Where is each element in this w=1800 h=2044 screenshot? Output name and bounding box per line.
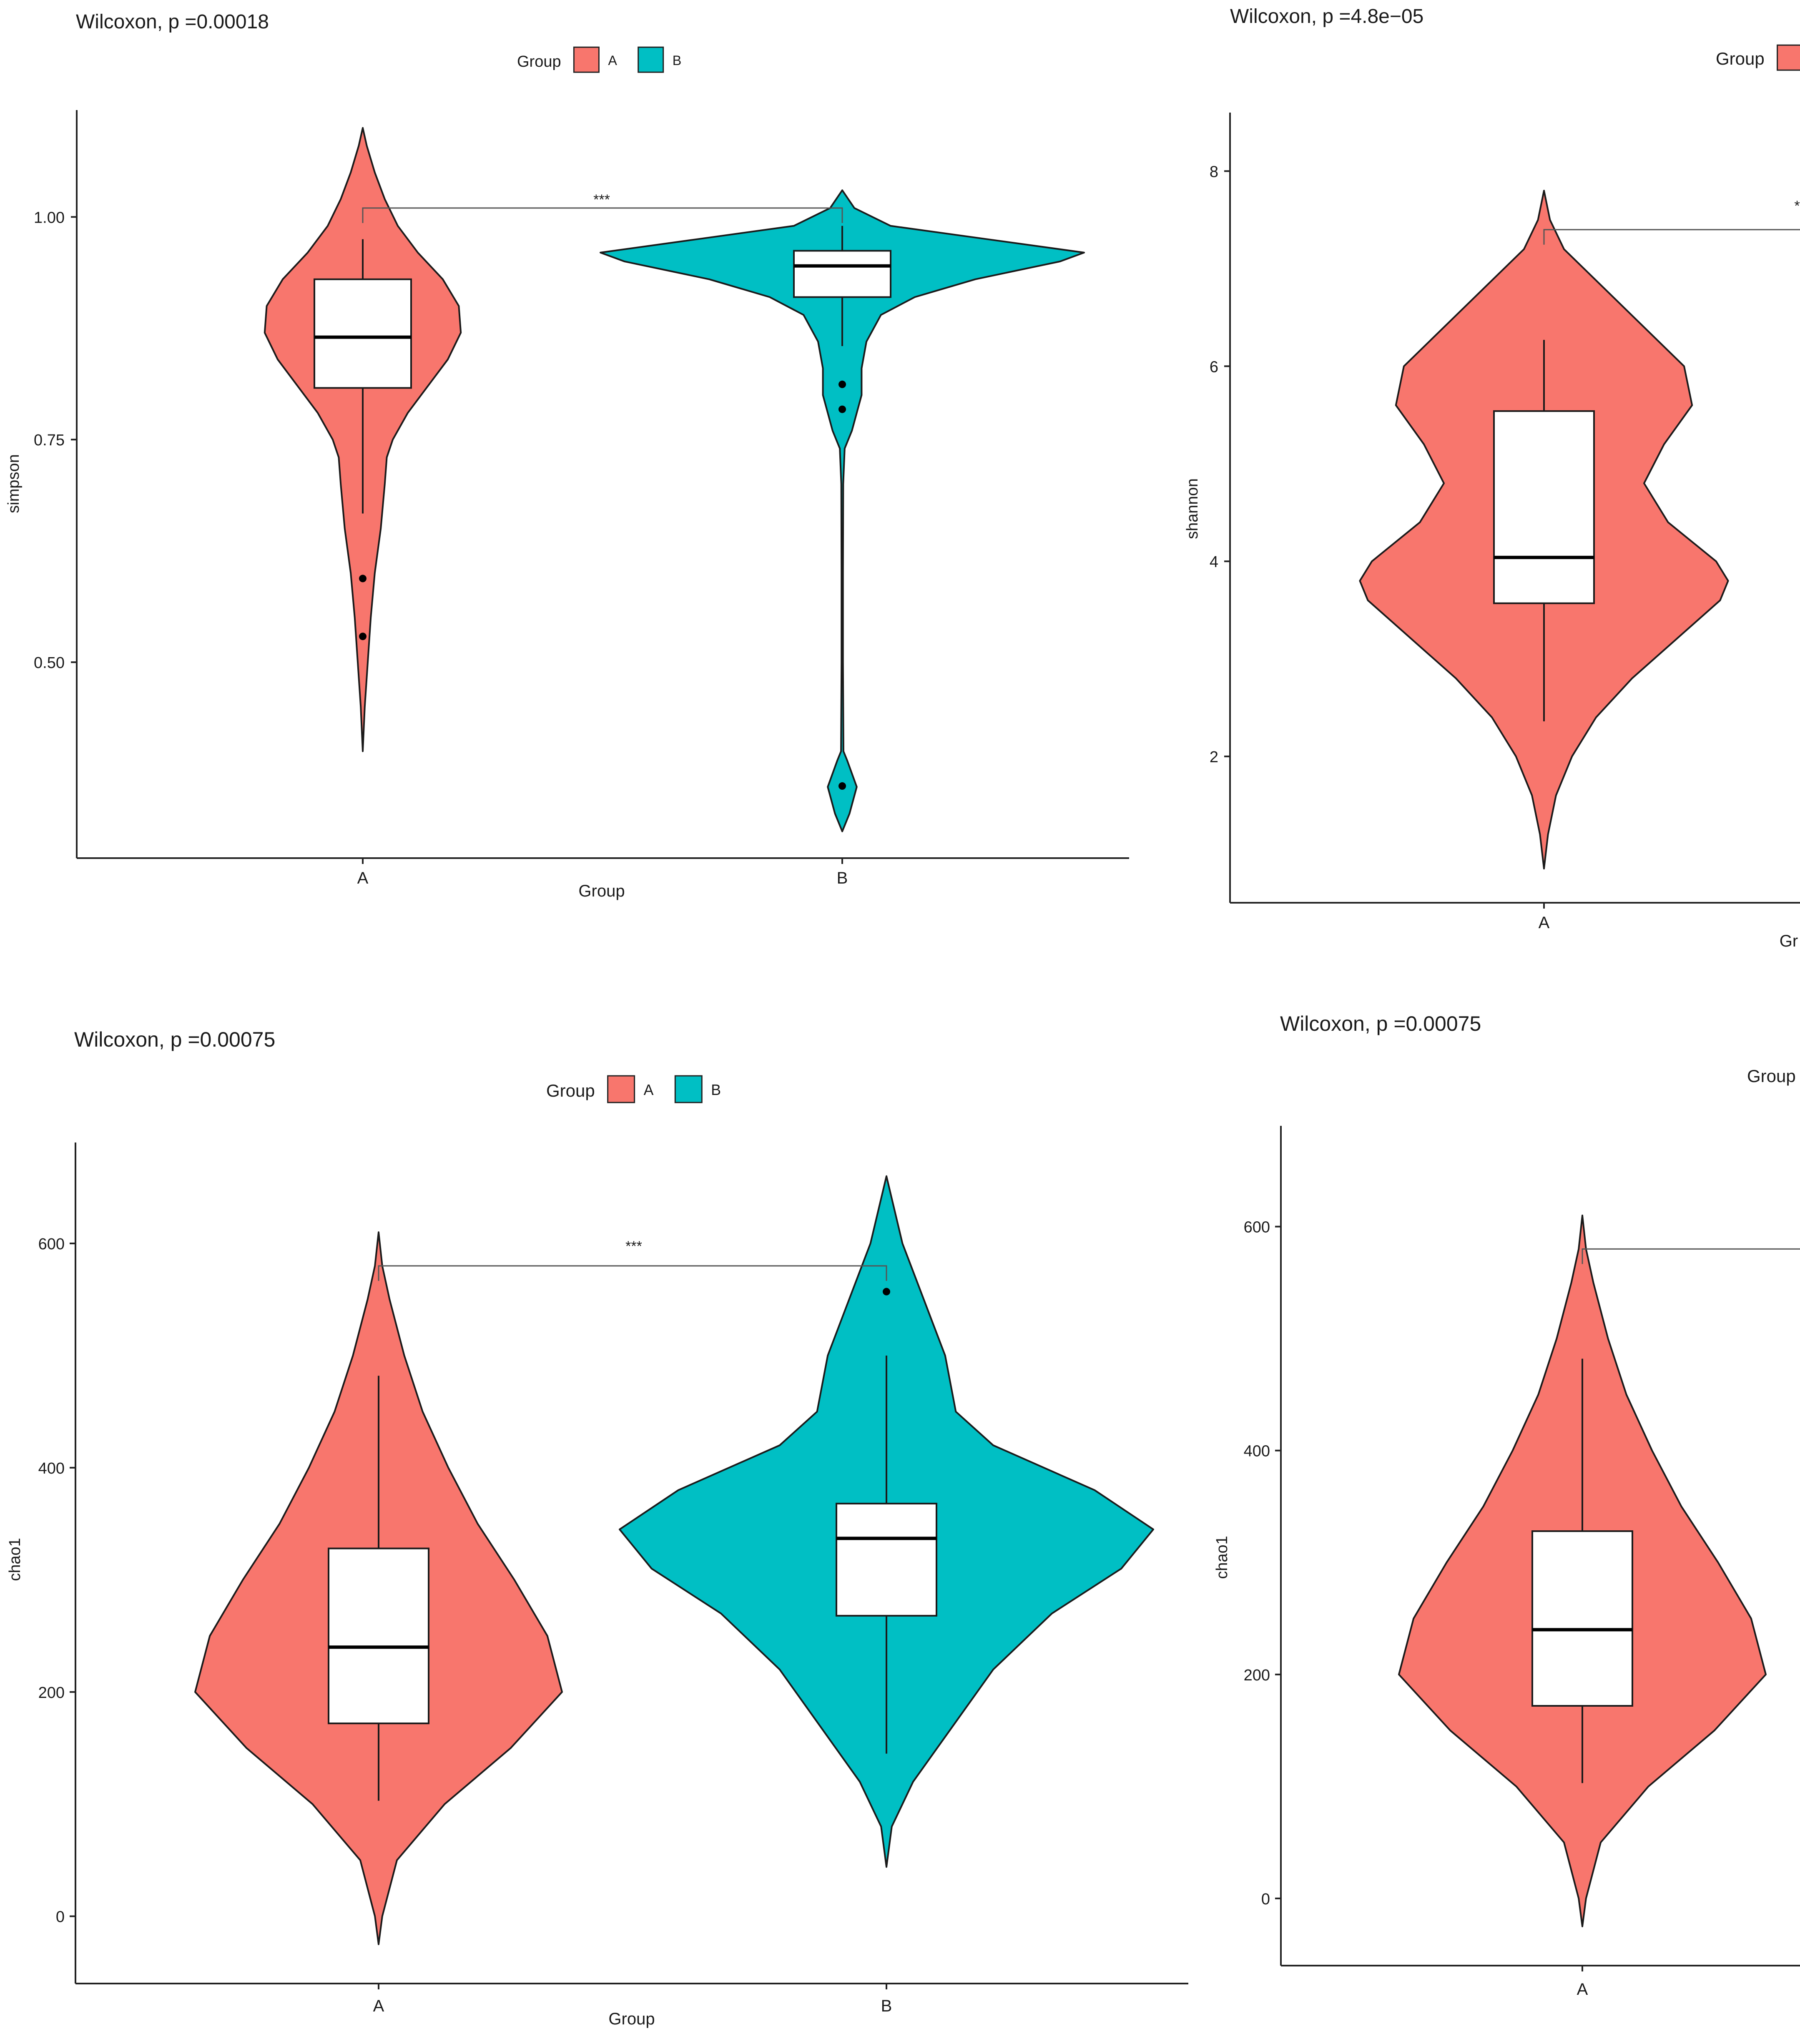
box-A xyxy=(1531,1530,1633,1707)
chart-title: Wilcoxon, p =0.00018 xyxy=(76,11,269,33)
y-tick-label: 200 xyxy=(38,1684,65,1702)
legend-label-B: B xyxy=(711,1082,721,1098)
legend-swatch-A xyxy=(573,46,600,73)
x-axis-label: Gr xyxy=(1780,932,1798,950)
legend-swatch-B xyxy=(674,1075,703,1103)
y-tick-label: 2 xyxy=(1210,748,1218,766)
outlier-point-B xyxy=(838,405,846,413)
legend-title: Group xyxy=(546,1081,595,1100)
y-tick-label: 400 xyxy=(1244,1443,1270,1460)
legend-label-A: A xyxy=(644,1082,654,1098)
significance-bracket xyxy=(1543,229,1800,245)
legend-swatch-A xyxy=(607,1075,635,1103)
legend-swatch-A xyxy=(1777,44,1800,71)
violin-B xyxy=(600,189,1085,832)
legend-label-B: B xyxy=(673,53,682,68)
chart-title: Wilcoxon, p =0.00075 xyxy=(74,1028,275,1051)
x-axis-label: Group xyxy=(608,2010,655,2028)
box-A xyxy=(314,278,412,389)
significance-label: * xyxy=(1794,198,1800,214)
outlier-point-B xyxy=(838,782,846,790)
y-axis-label: simpson xyxy=(5,454,23,513)
legend-title: Group xyxy=(1747,1066,1796,1086)
significance-label: *** xyxy=(593,192,610,208)
chart-title: Wilcoxon, p =0.00075 xyxy=(1280,1012,1481,1035)
y-axis-label: chao1 xyxy=(1213,1536,1231,1579)
box-A xyxy=(1493,410,1595,604)
x-tick-label-B: B xyxy=(881,1997,892,2015)
outlier-point-B xyxy=(838,380,846,388)
legend-title: Group xyxy=(517,53,561,70)
y-tick-label: 0.75 xyxy=(34,432,65,449)
panel-2: Wilcoxon, p =4.8e−05GroupA2468shannonAGr… xyxy=(1184,5,1800,950)
y-tick-label: 8 xyxy=(1210,163,1218,181)
y-tick-label: 0.50 xyxy=(34,654,65,672)
y-tick-label: 200 xyxy=(1244,1667,1270,1684)
significance-label: *** xyxy=(625,1238,642,1254)
y-axis-label: shannon xyxy=(1184,478,1201,539)
outlier-point-B xyxy=(883,1288,890,1296)
box-B xyxy=(836,1502,937,1617)
significance-bracket xyxy=(378,1265,887,1281)
y-tick-label: 0 xyxy=(1261,1891,1270,1908)
x-tick-label-B: B xyxy=(837,869,848,887)
box-B xyxy=(793,250,891,298)
y-tick-label: 1.00 xyxy=(34,209,65,226)
box-A xyxy=(328,1547,429,1725)
x-tick-label-A: A xyxy=(1539,914,1550,932)
y-tick-label: 600 xyxy=(38,1235,65,1253)
y-tick-label: 400 xyxy=(38,1460,65,1477)
panel-3: Wilcoxon, p =0.00075 Group A B 0 200 400 600 cha… xyxy=(6,1028,1188,2028)
y-tick-label: 0 xyxy=(56,1908,65,1926)
panel-1: Wilcoxon, p =0.00018 Group A B 0.50 0.75 1.00 s… xyxy=(5,11,1129,900)
x-tick-label-A: A xyxy=(373,1997,384,2015)
outlier-point-A xyxy=(359,633,367,640)
y-tick-label: 600 xyxy=(1244,1219,1270,1236)
x-axis-label: Group xyxy=(578,882,625,900)
significance-bracket xyxy=(1582,1248,1800,1264)
chart-title: Wilcoxon, p =4.8e−05 xyxy=(1230,5,1423,28)
legend-title: Group xyxy=(1716,49,1765,68)
x-tick-label-A: A xyxy=(1577,1980,1588,1999)
x-tick-label-A: A xyxy=(357,869,369,887)
panel-4: Wilcoxon, p =0.00075 Group 0 200 400 600 chao1… xyxy=(1213,1012,1800,1999)
legend-swatch-B xyxy=(638,46,664,73)
y-tick-label: 6 xyxy=(1210,358,1218,376)
legend-label-A: A xyxy=(608,53,617,68)
outlier-point-A xyxy=(359,575,367,583)
y-axis-label: chao1 xyxy=(6,1538,24,1581)
significance-bracket xyxy=(362,207,843,223)
y-tick-label: 4 xyxy=(1210,553,1218,571)
